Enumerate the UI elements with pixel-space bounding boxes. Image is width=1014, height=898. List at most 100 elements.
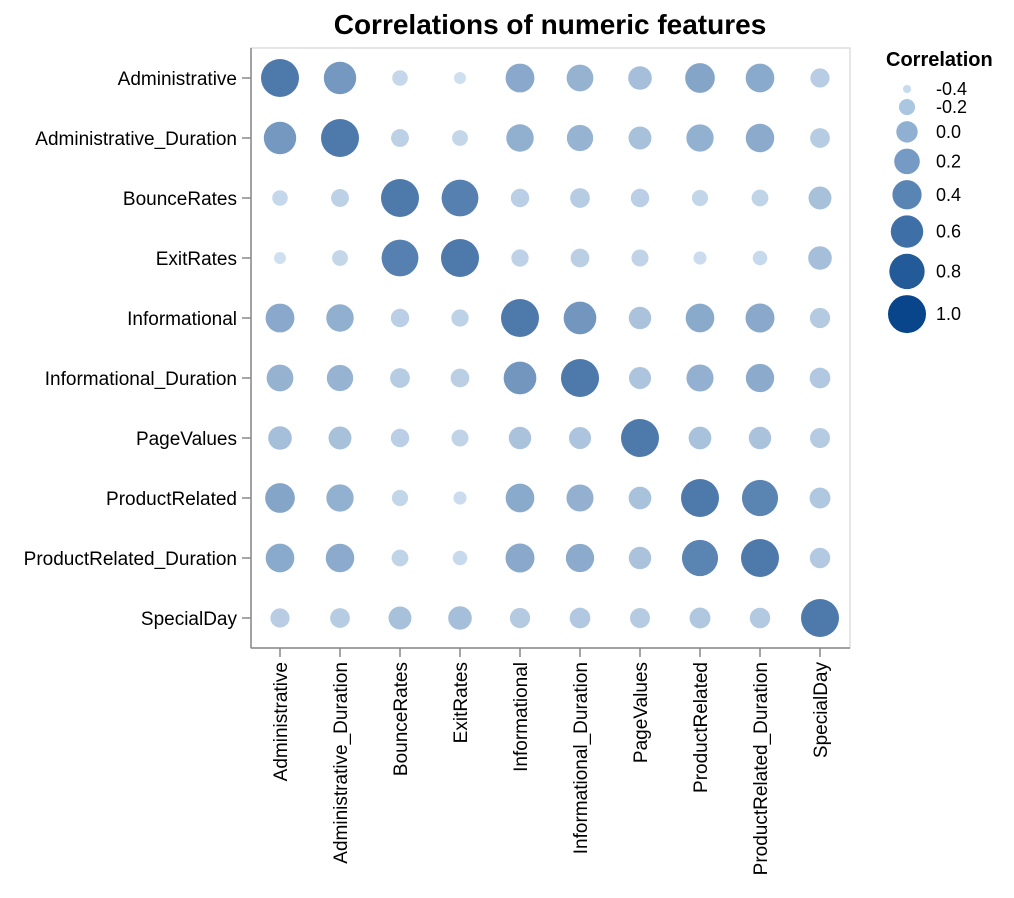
legend-label: 0.2 bbox=[936, 151, 961, 171]
correlation-bubble bbox=[686, 124, 714, 152]
correlation-bubble bbox=[265, 483, 295, 513]
legend-symbol bbox=[888, 295, 926, 334]
correlation-bubble bbox=[628, 126, 652, 150]
correlation-bubble bbox=[323, 61, 357, 95]
correlation-bubble bbox=[392, 70, 408, 86]
correlation-bubble bbox=[270, 608, 290, 628]
correlation-bubble bbox=[381, 239, 419, 277]
correlation-bubble bbox=[685, 303, 715, 333]
correlation-bubble bbox=[569, 607, 591, 629]
correlation-bubble bbox=[391, 549, 409, 567]
x-tick-label: ProductRelated bbox=[691, 662, 712, 793]
y-tick-label: Informational_Duration bbox=[45, 369, 237, 390]
correlation-bubble bbox=[752, 250, 768, 266]
correlation-bubble bbox=[321, 119, 359, 157]
correlation-bubble bbox=[566, 124, 594, 152]
correlation-bubble bbox=[749, 607, 771, 629]
x-tick-label: Informational bbox=[511, 662, 532, 772]
legend-symbol bbox=[894, 148, 920, 175]
correlation-bubble bbox=[563, 301, 597, 335]
chart-title: Correlations of numeric features bbox=[334, 9, 767, 40]
legend-label: 0.0 bbox=[936, 122, 961, 142]
correlation-bubble bbox=[263, 121, 297, 155]
correlation-bubble bbox=[809, 367, 831, 389]
correlation-bubble bbox=[391, 129, 409, 147]
correlation-bubble bbox=[810, 428, 830, 448]
correlation-bubble bbox=[388, 606, 412, 630]
correlation-bubble bbox=[450, 368, 470, 388]
correlation-bubble bbox=[628, 366, 652, 390]
legend-label: -0.2 bbox=[936, 97, 967, 117]
correlation-bubble bbox=[451, 309, 469, 327]
correlation-bubble bbox=[628, 66, 652, 90]
correlation-bubble bbox=[630, 608, 650, 628]
correlation-bubble bbox=[268, 426, 292, 450]
correlation-bubble bbox=[448, 606, 472, 630]
correlation-bubble bbox=[745, 63, 775, 93]
correlation-bubble bbox=[328, 426, 352, 450]
legend-label: 0.4 bbox=[936, 185, 961, 205]
correlation-bubble bbox=[441, 179, 479, 217]
x-tick-label: PageValues bbox=[631, 662, 652, 763]
correlation-bubble bbox=[452, 130, 468, 146]
correlation-bubble bbox=[628, 306, 652, 330]
correlation-bubble bbox=[630, 188, 650, 208]
y-tick-label: ExitRates bbox=[156, 249, 237, 270]
legend-symbol bbox=[889, 253, 925, 290]
correlation-bubble bbox=[621, 419, 659, 457]
y-tick-label: BounceRates bbox=[123, 189, 237, 210]
correlation-bubble bbox=[511, 249, 529, 267]
correlation-bubble bbox=[265, 303, 295, 333]
x-tick-label: Administrative_Duration bbox=[331, 662, 352, 864]
legend-symbol bbox=[896, 121, 918, 143]
correlation-bubble bbox=[452, 550, 468, 566]
correlation-bubble bbox=[566, 484, 594, 512]
correlation-bubble bbox=[570, 248, 590, 268]
correlation-bubble bbox=[810, 128, 830, 148]
x-tick-label: ExitRates bbox=[451, 662, 472, 743]
correlation-bubble bbox=[809, 487, 831, 509]
correlation-bubble bbox=[390, 308, 410, 328]
correlation-bubble bbox=[628, 486, 652, 510]
correlation-bubble bbox=[681, 479, 719, 517]
correlation-bubble bbox=[506, 124, 534, 152]
legend-symbol bbox=[903, 85, 911, 93]
correlation-bubble bbox=[691, 189, 709, 207]
correlation-bubble bbox=[510, 188, 530, 208]
correlation-bubble bbox=[381, 179, 419, 217]
correlation-bubble bbox=[808, 246, 832, 270]
legend-label: -0.4 bbox=[936, 79, 967, 99]
correlation-bubble bbox=[741, 479, 779, 517]
correlation-bubble bbox=[503, 361, 537, 395]
x-tick-label: SpecialDay bbox=[811, 662, 832, 759]
correlation-bubble bbox=[390, 368, 410, 388]
correlation-bubble bbox=[330, 608, 350, 628]
correlation-bubble bbox=[748, 426, 772, 450]
y-tick-label: ProductRelated_Duration bbox=[24, 549, 237, 570]
correlation-bubble bbox=[390, 428, 410, 448]
legend: Correlation -0.4-0.2 0.0 0.2 0.4 0.6 0.8 1.0 bbox=[886, 49, 993, 334]
correlation-bubble bbox=[809, 307, 831, 329]
correlation-bubble bbox=[332, 250, 348, 266]
correlation-bubble bbox=[566, 64, 594, 92]
x-axis: Administrative Administrative_Duration Bou… bbox=[271, 648, 832, 875]
correlation-bubble bbox=[454, 72, 466, 84]
correlation-bubble bbox=[693, 251, 707, 265]
correlation-bubble bbox=[808, 186, 832, 210]
correlation-bubble bbox=[441, 239, 479, 277]
legend-label: 1.0 bbox=[936, 304, 961, 324]
correlation-bubble bbox=[261, 59, 299, 97]
correlation-bubble bbox=[391, 489, 409, 507]
correlation-bubble bbox=[688, 426, 712, 450]
correlation-bubble bbox=[628, 546, 652, 570]
y-axis: Administrative Administrative_Duration Bou… bbox=[24, 69, 251, 630]
y-tick-label: Administrative bbox=[118, 69, 237, 90]
x-tick-label: Administrative bbox=[271, 662, 292, 781]
correlation-bubble bbox=[809, 547, 831, 569]
correlation-bubble bbox=[745, 303, 775, 333]
y-tick-label: ProductRelated bbox=[106, 489, 237, 510]
bubble-grid bbox=[261, 59, 839, 637]
y-tick-label: Administrative_Duration bbox=[35, 129, 237, 150]
correlation-bubble bbox=[325, 543, 355, 573]
